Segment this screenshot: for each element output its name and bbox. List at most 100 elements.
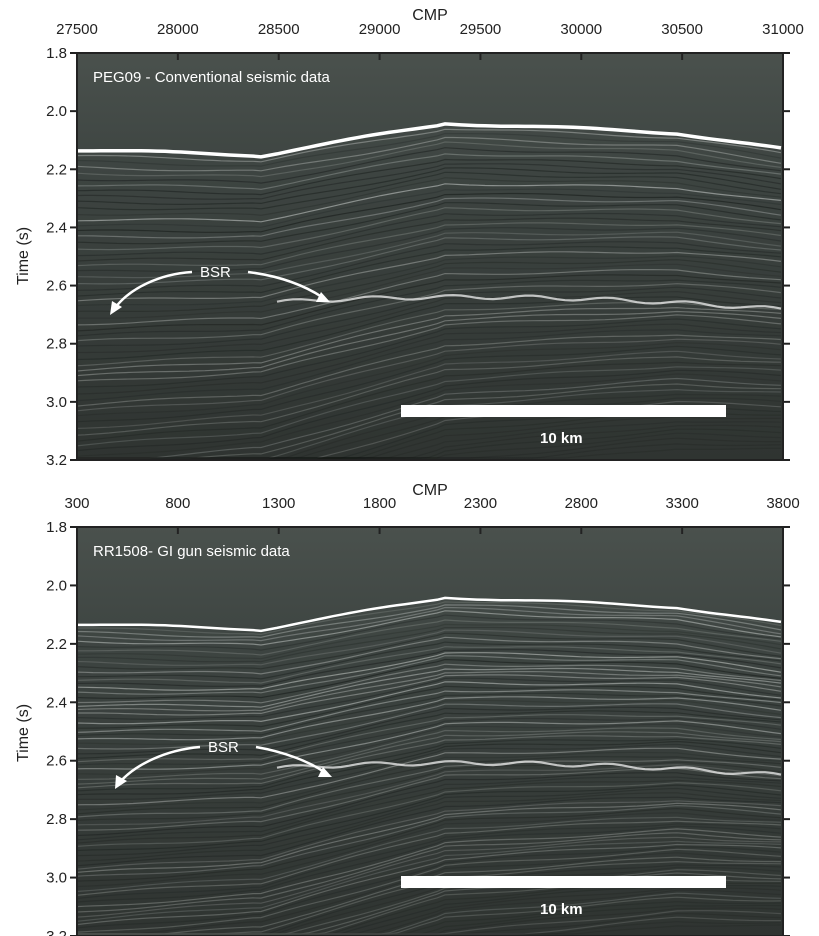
reflector-line: [76, 649, 782, 687]
y-tick-label: 2.8: [46, 811, 67, 828]
reflector-line: [76, 764, 782, 826]
y-axis-panel2: 1.8 2.0 2.2 2.4 2.6 2.8 3.0 3.2: [46, 519, 790, 936]
arrowhead-icon: [316, 292, 330, 302]
reflector-line: [76, 192, 782, 233]
reflectors-top: [76, 122, 782, 459]
reflector-line: [77, 641, 782, 680]
reflector-line: [76, 614, 782, 651]
reflector-line: [76, 740, 782, 796]
x-axis-top-panel1: 27500 28000 28500 29000 29500 30000 30500 31000: [56, 21, 804, 60]
reflector-line: [76, 731, 782, 785]
reflector-line: [76, 636, 782, 675]
reflector-line: [76, 756, 782, 815]
reflector-line: [76, 231, 782, 279]
reflector-line: [76, 356, 782, 436]
reflector-line: [76, 710, 782, 759]
reflector-line: [76, 158, 782, 196]
reflector-line: [76, 171, 782, 211]
scale-bar-label-bottom: 10 km: [540, 901, 583, 918]
reflector-line: [76, 601, 782, 636]
bsr-reflector: [276, 759, 782, 776]
y-tick-label: 2.0: [46, 103, 67, 120]
reflector-line: [76, 255, 782, 307]
reflectors-bottom: [76, 596, 782, 935]
reflector-line: [76, 787, 782, 857]
reflector-line: [76, 738, 782, 792]
reflector-line: [77, 290, 782, 354]
reflector-line: [76, 848, 782, 933]
x-tick-label: 800: [165, 495, 190, 512]
reflector-line: [76, 132, 782, 167]
reflector-line: [77, 197, 782, 239]
reflector-line: [77, 706, 782, 755]
x-tick-label: 3300: [665, 495, 698, 512]
reflector-line: [76, 373, 782, 457]
panel-title-top: PEG09 - Conventional seismic data: [93, 69, 330, 86]
y-tick-label: 2.6: [46, 753, 67, 770]
reflector-line: [76, 188, 782, 228]
reflector-line: [77, 901, 782, 935]
reflector-line: [76, 689, 782, 733]
reflector-line: [76, 843, 782, 926]
reflector-line: [76, 784, 782, 852]
reflector-line: [76, 696, 782, 741]
reflector-line: [77, 437, 781, 459]
reflector-line: [76, 747, 782, 806]
reflector-line: [77, 907, 782, 935]
reflector-line: [77, 443, 782, 459]
y-tick-label: 2.2: [46, 161, 67, 178]
reflector-line: [76, 836, 782, 918]
reflector-line: [76, 246, 782, 297]
reflector-line: [76, 296, 782, 361]
reflector-line: [76, 153, 782, 191]
y-tick-label: 2.0: [46, 577, 67, 594]
reflector-line: [76, 629, 782, 666]
reflector-line: [76, 681, 782, 725]
reflector-line: [77, 872, 782, 935]
scale-bar-top: [401, 405, 726, 417]
y-tick-label: 3.0: [46, 394, 67, 411]
reflector-line: [76, 655, 782, 695]
x-tick-label: 29500: [460, 21, 502, 38]
y-axis-title-top: Time (s): [15, 227, 32, 285]
reflector-line: [77, 626, 782, 663]
reflector-line: [77, 400, 782, 459]
bsr-arrow-left-bottom: [119, 745, 201, 783]
reflector-line: [76, 241, 782, 291]
reflector-line: [76, 823, 782, 900]
reflector-line: [76, 832, 782, 913]
panel-top: PEG09 - Conventional seismic data BSR 10…: [15, 7, 804, 469]
scale-bar-label-top: 10 km: [540, 430, 583, 447]
reflector-line: [77, 910, 782, 935]
reflector-line: [76, 269, 782, 326]
reflector-line: [77, 416, 782, 459]
reflector-line: [77, 889, 782, 935]
reflector-line: [76, 846, 782, 929]
y-tick-label: 1.8: [46, 519, 67, 536]
reflector-line: [77, 887, 782, 935]
reflector-line: [76, 279, 782, 337]
reflector-line: [77, 892, 782, 935]
reflector-line: [76, 840, 782, 922]
reflector-line: [76, 369, 782, 452]
reflector-line: [76, 812, 782, 888]
scale-bar-bottom: [401, 876, 726, 888]
reflector-line: [76, 222, 782, 267]
reflector-line: [76, 310, 782, 377]
reflector-line: [76, 816, 782, 893]
reflector-line: [76, 807, 782, 882]
reflector-line: [76, 720, 782, 770]
plot-frame-bottom: [76, 526, 784, 936]
reflector-line: [76, 658, 782, 699]
reflector-line: [77, 674, 782, 716]
y-tick-label: 2.6: [46, 278, 67, 295]
reflector-line: [77, 912, 782, 935]
arrowhead-icon: [110, 301, 122, 315]
reflector-line: [77, 699, 782, 745]
reflector-line: [76, 776, 782, 841]
reflector-line: [76, 692, 782, 737]
x-tick-label: 300: [64, 495, 89, 512]
seismic-section-top: [77, 53, 783, 460]
reflector-line: [77, 866, 782, 935]
reflector-line: [76, 338, 782, 412]
